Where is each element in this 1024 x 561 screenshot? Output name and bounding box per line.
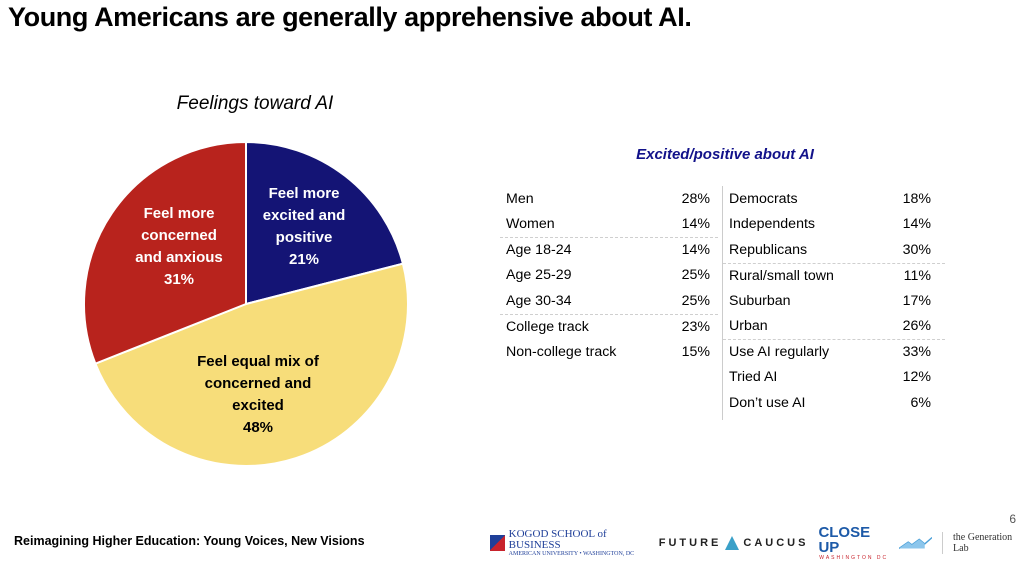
table-right-column: Democrats 18% Independents 14% Republicans 30… bbox=[722, 186, 945, 420]
future-caucus-logo: FUTURE CAUCUS bbox=[659, 536, 809, 550]
caucus-text: CAUCUS bbox=[743, 537, 809, 549]
slide-title: Young Americans are generally apprehensi… bbox=[8, 2, 692, 32]
table-row: Age 25-29 25% bbox=[500, 263, 718, 289]
close-up-subtitle: WASHINGTON DC bbox=[819, 555, 889, 561]
row-value: 11% bbox=[903, 267, 931, 284]
pie-slice-1 bbox=[245, 140, 405, 306]
pie-slice-3 bbox=[83, 140, 247, 365]
pie-slice-2 bbox=[94, 262, 409, 467]
row-value: 17% bbox=[902, 292, 931, 309]
table-row: Age 18-24 14% bbox=[500, 237, 718, 263]
close-up-logo: CLOSE UP WASHINGTON DC bbox=[818, 525, 889, 561]
kogod-name: KOGOD SCHOOL of BUSINESS bbox=[508, 528, 607, 551]
row-label: Don’t use AI bbox=[729, 394, 806, 411]
table-row: Don’t use AI 6% bbox=[723, 390, 945, 416]
table-row: Age 30-34 25% bbox=[500, 288, 718, 314]
row-value: 30% bbox=[902, 241, 931, 258]
footer-title: Reimagining Higher Education: Young Voic… bbox=[14, 534, 365, 548]
mountain-icon bbox=[898, 536, 933, 550]
table-row: Men 28% bbox=[500, 186, 718, 212]
row-value: 6% bbox=[910, 394, 931, 411]
pie-slice-label-1: Feel more excited and positive 21% bbox=[263, 185, 346, 268]
row-value: 26% bbox=[902, 318, 931, 335]
row-label: Urban bbox=[729, 318, 768, 335]
row-value: 14% bbox=[681, 216, 710, 233]
row-value: 18% bbox=[902, 190, 931, 207]
row-label: Non-college track bbox=[506, 343, 617, 360]
close-up-text: CLOSE UP bbox=[818, 524, 871, 556]
row-value: 14% bbox=[681, 242, 710, 259]
row-value: 15% bbox=[681, 343, 710, 360]
row-label: College track bbox=[506, 318, 589, 335]
row-label: Rural/small town bbox=[729, 267, 834, 284]
pie-chart-title: Feelings toward AI bbox=[176, 93, 334, 114]
table-row: Use AI regularly 33% bbox=[723, 339, 945, 365]
table-row: Urban 26% bbox=[723, 314, 945, 340]
row-label: Independents bbox=[729, 216, 815, 233]
row-label: Suburban bbox=[729, 292, 791, 309]
kogod-subtitle: AMERICAN UNIVERSITY • WASHINGTON, DC bbox=[508, 551, 635, 557]
row-value: 12% bbox=[902, 369, 931, 386]
row-label: Tried AI bbox=[729, 369, 778, 386]
row-label: Democrats bbox=[729, 190, 798, 207]
table-row: Rural/small town 11% bbox=[723, 262, 945, 289]
row-value: 28% bbox=[681, 190, 710, 207]
table-title: Excited/positive about AI bbox=[636, 146, 814, 163]
row-value: 14% bbox=[902, 216, 931, 233]
table-row: Suburban 17% bbox=[723, 288, 945, 314]
row-label: Women bbox=[506, 216, 555, 233]
table-row: Tried AI 12% bbox=[723, 365, 945, 391]
table-row: Republicans 30% bbox=[723, 237, 945, 263]
row-label: Age 30-34 bbox=[506, 292, 572, 309]
future-text: FUTURE bbox=[658, 537, 722, 549]
kogod-logo: KOGOD SCHOOL of BUSINESS AMERICAN UNIVER… bbox=[490, 529, 649, 557]
row-label: Age 18-24 bbox=[506, 242, 572, 259]
row-value: 23% bbox=[681, 318, 710, 335]
triangle-icon bbox=[725, 536, 740, 550]
row-label: Men bbox=[506, 190, 534, 207]
table-row: Independents 14% bbox=[723, 212, 945, 238]
row-value: 25% bbox=[681, 292, 710, 309]
row-label: Use AI regularly bbox=[729, 344, 830, 361]
row-label: Republicans bbox=[729, 241, 808, 258]
row-value: 25% bbox=[681, 267, 710, 284]
table-row: College track 23% bbox=[500, 313, 718, 340]
pie-slice-label-2: Feel equal mix of concerned and excited 48% bbox=[197, 353, 320, 436]
table-left-column: Men 28% Women 14% Age 18-24 14% Age 25-29 25% Ag… bbox=[500, 186, 718, 365]
table-row: Women 14% bbox=[500, 212, 718, 238]
row-label: Age 25-29 bbox=[506, 267, 572, 284]
table-row: Non-college track 15% bbox=[500, 339, 718, 365]
table-row: Democrats 18% bbox=[723, 186, 945, 212]
pie-slice-label-3: Feel more concerned and anxious 31% bbox=[135, 205, 223, 288]
row-value: 33% bbox=[902, 344, 931, 361]
page-number: 6 bbox=[1009, 512, 1016, 526]
generation-lab-logo: the Generation Lab bbox=[942, 532, 1024, 554]
american-university-icon bbox=[490, 535, 505, 551]
partner-logos: KOGOD SCHOOL of BUSINESS AMERICAN UNIVER… bbox=[490, 525, 1024, 561]
